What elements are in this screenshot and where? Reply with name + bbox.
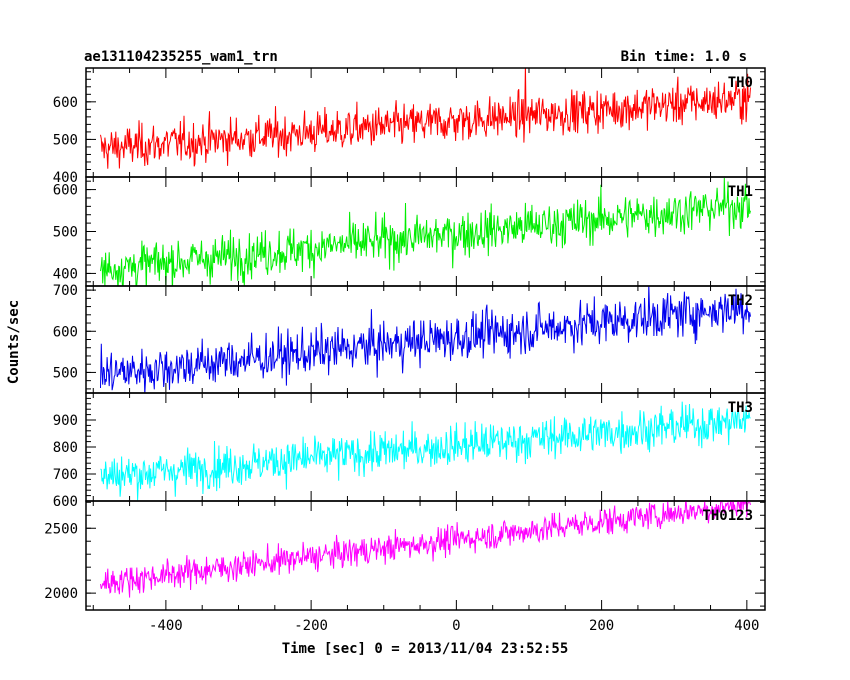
y-tick-label-th0123: 2500 — [44, 521, 78, 537]
y-tick-label-th2: 600 — [53, 324, 78, 340]
chart-title: ae131104235255_wam1_trn — [84, 49, 278, 65]
channel-label-th0: TH0 — [728, 75, 753, 91]
y-tick-label-th2: 500 — [53, 365, 78, 381]
y-tick-label-th3: 800 — [53, 440, 78, 456]
y-tick-label-th2: 700 — [53, 283, 78, 299]
series-line-th2 — [100, 286, 751, 393]
y-axis-label: Counts/sec — [6, 300, 22, 384]
x-tick-label: -200 — [294, 618, 328, 634]
channel-label-th1: TH1 — [728, 184, 753, 200]
y-tick-label-th3: 600 — [53, 494, 78, 510]
panels-group: 400 500 600 TH0 400 500 600 TH1 500 600 700 TH2 600 7… — [44, 67, 766, 634]
channel-label-th2: TH2 — [728, 293, 753, 309]
x-tick-label: 200 — [589, 618, 614, 634]
y-tick-label-th0123: 2000 — [44, 586, 78, 602]
x-axis-label: Time [sec] 0 = 2013/11/04 23:52:55 — [282, 641, 569, 657]
series-line-th0123 — [100, 501, 751, 598]
channel-label-th3: TH3 — [728, 400, 753, 416]
series-line-th1 — [100, 177, 751, 286]
y-tick-label-th0: 400 — [53, 170, 78, 186]
panel-frame-th0123 — [85, 500, 766, 611]
series-line-th0 — [100, 68, 751, 169]
x-tick-label: -400 — [149, 618, 183, 634]
panel-frame-th0 — [85, 67, 766, 178]
y-tick-label-th0: 600 — [53, 95, 78, 111]
y-tick-label-th3: 900 — [53, 413, 78, 429]
series-line-th3 — [100, 401, 751, 501]
x-tick-label: 400 — [734, 618, 759, 634]
bin-time-label: Bin time: 1.0 s — [621, 49, 747, 65]
y-tick-label-th0: 500 — [53, 132, 78, 148]
y-tick-label-th1: 600 — [53, 183, 78, 199]
channel-label-th0123: TH0123 — [702, 508, 753, 524]
y-tick-label-th1: 400 — [53, 266, 78, 282]
y-tick-label-th3: 700 — [53, 467, 78, 483]
x-tick-label: 0 — [452, 618, 460, 634]
y-tick-label-th1: 500 — [53, 225, 78, 241]
